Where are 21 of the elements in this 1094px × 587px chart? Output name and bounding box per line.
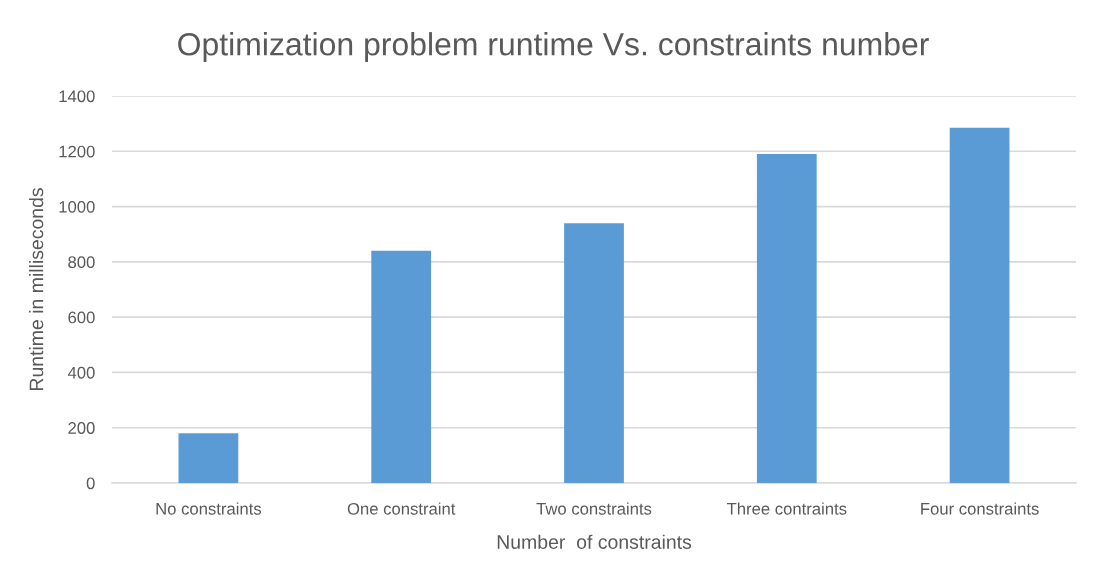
y-tick-label: 0 xyxy=(86,477,95,490)
bar xyxy=(564,223,624,483)
y-tick-label: 600 xyxy=(68,311,95,324)
x-tick-label: Four constraints xyxy=(921,502,1039,515)
bar xyxy=(949,127,1010,483)
x-tick-label: Two constraints xyxy=(536,502,652,515)
bar xyxy=(371,250,432,483)
y-tick-label: 400 xyxy=(67,366,95,379)
y-axis-title: Runtime in milliseconds xyxy=(29,188,44,391)
bar xyxy=(178,433,239,483)
y-tick-label: 800 xyxy=(68,256,95,269)
y-tick-label: 200 xyxy=(68,422,95,434)
x-axis-title: Number of constraints xyxy=(497,534,692,549)
bar xyxy=(756,154,817,483)
y-tick-label: 1000 xyxy=(59,200,95,213)
y-tick-label: 1200 xyxy=(59,145,95,158)
x-tick-label: No constraints xyxy=(156,502,262,515)
x-tick-label: Three contraints xyxy=(726,502,847,515)
y-tick-label: 1400 xyxy=(59,90,95,103)
chart-title: Optimization problem runtime Vs. constraints number xyxy=(178,32,929,62)
x-tick-label: One constraint xyxy=(347,502,456,515)
